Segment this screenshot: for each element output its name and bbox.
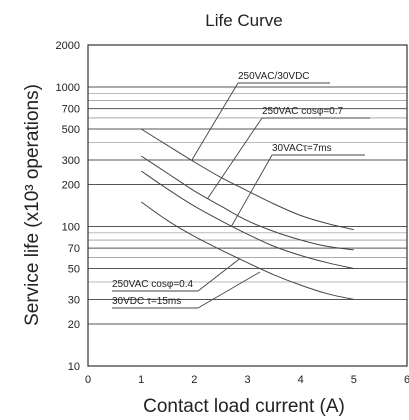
x-tick-label: 6 — [404, 374, 409, 386]
annotation-leader — [197, 258, 240, 292]
annotation-leader — [197, 271, 261, 309]
y-tick-label: 300 — [62, 155, 80, 167]
series-curves — [140, 128, 354, 300]
annotation-label: 250VAC cosφ=0.7 — [262, 106, 344, 117]
y-tick-label: 30 — [68, 294, 80, 306]
y-tick-label: 700 — [62, 104, 80, 116]
x-tick-label: 0 — [85, 374, 91, 386]
annotation-label: 30VACτ=7ms — [272, 143, 332, 154]
x-tick-label: 3 — [244, 374, 250, 386]
y-tick-label: 200 — [62, 180, 80, 192]
plot-frame — [87, 44, 408, 367]
annotation-leaders — [112, 82, 370, 309]
annotation-leader — [207, 117, 263, 199]
series-line-1 — [140, 128, 354, 231]
series-line-2 — [140, 155, 354, 251]
annotation-labels: 250VAC/30VDC 250VAC cosφ=0.7 30VACτ=7ms 250… — [112, 71, 344, 307]
annotation-label: 250VAC/30VDC — [238, 71, 310, 82]
annotation-leader — [191, 82, 239, 161]
x-tick-label: 5 — [351, 374, 357, 386]
y-tick-label: 10 — [68, 361, 80, 373]
x-axis-label: Contact load current (A) — [143, 396, 345, 417]
chart-title: Life Curve — [205, 11, 282, 30]
y-tick-label: 2000 — [56, 40, 80, 52]
y-tick-label: 20 — [68, 319, 80, 331]
y-tick-label: 50 — [68, 263, 80, 275]
series-line-4 — [140, 201, 354, 300]
x-tick-label: 4 — [298, 374, 304, 386]
y-tick-label: 70 — [68, 243, 80, 255]
x-tick-label: 1 — [138, 374, 144, 386]
grid-lines — [88, 44, 407, 367]
x-tick-label: 2 — [191, 374, 197, 386]
y-tick-label: 500 — [62, 124, 80, 136]
y-axis-label: Service life (x10³ operations) — [22, 84, 43, 326]
annotation-leader — [231, 154, 273, 227]
y-tick-labels: 10 20 30 50 70 100 200 300 500 700 1000 2000 — [56, 40, 80, 373]
y-tick-label: 100 — [62, 221, 80, 233]
series-line-3 — [140, 170, 354, 269]
annotation-label: 30VDC τ=15ms — [112, 296, 181, 307]
y-tick-label: 1000 — [56, 82, 80, 94]
x-tick-labels: 0 1 2 3 4 5 6 — [85, 374, 409, 386]
annotation-label: 250VAC cosφ=0.4 — [112, 279, 194, 290]
